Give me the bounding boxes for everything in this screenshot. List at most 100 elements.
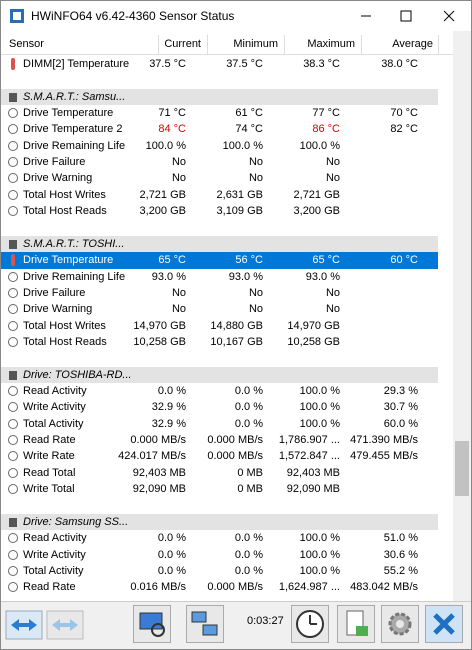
gauge-icon [8,402,18,413]
clock-button[interactable] [291,605,329,643]
sensor-value: 0 MB [237,466,263,479]
network-button[interactable] [186,605,224,643]
sensor-value: 100.0 % [299,139,340,152]
group-label: Drive: Samsung SS... [23,515,129,528]
gauge-icon [8,549,18,560]
sensor-label: Total Activity [23,417,84,430]
sensor-row: Total Host Reads 10,258 GB 10,167 GB 10,258… [1,334,438,350]
sensor-value: 0.0 % [157,548,186,561]
group-row: Drive: TOSHIBA-RD... [1,366,438,383]
timer: 0:03:27 [247,615,284,627]
settings-button[interactable] [381,605,419,643]
sensor-value: 92,090 MB [132,483,186,496]
title-bar: HWiNFO64 v6.42-4360 Sensor Status [1,1,471,31]
close-button[interactable] [425,605,463,643]
sensor-row: Drive Temperature 71 °C 61 °C 77 °C 70 °C [1,105,438,121]
sensor-value: 0.000 MB/s [207,434,263,447]
sensor-row: Drive Temperature 2 84 °C 74 °C 86 °C 82 °C [1,121,438,137]
sensor-value: 100.0 % [299,548,340,561]
sensor-value: 56 °C [235,254,263,267]
settings-icon [388,612,412,636]
sensor-label: Total Activity [23,564,84,577]
column-title: Sensor [9,38,44,50]
sensor-row: Drive Temperature 65 °C 56 °C 65 °C 60 °C [1,252,438,269]
group-label: S.M.A.R.T.: TOSHI... [23,237,125,250]
gauge-icon [8,484,18,495]
sensor-value: 92,090 MB [286,483,340,496]
gauge-icon [8,418,18,429]
sensor-row: Total Host Writes 14,970 GB 14,880 GB 14,97… [1,318,438,334]
sensor-value: 70 °C [390,107,418,120]
column-separator [284,35,285,54]
column-title: Current [164,38,201,50]
sensor-value: 2,721 GB [293,188,340,201]
sensor-value: 37.5 °C [226,58,263,70]
window-controls[interactable] [353,6,465,26]
clock-icon [296,610,324,638]
nav-buttons[interactable] [5,610,85,640]
sensor-value: No [325,286,340,299]
sensor-value: 2,721 GB [139,188,186,201]
sensor-row: Write Total 92,090 MB 0 MB 92,090 MB [1,481,438,497]
sensor-value: 84 °C [158,123,186,136]
gauge-icon [8,336,18,347]
gauge-icon [8,435,18,446]
sensor-value: 60 °C [390,254,418,267]
sensor-row: Drive Remaining Life 93.0 % 93.0 % 93.0 % [1,269,438,285]
sensor-label: Read Activity [23,532,87,545]
scroll-thumb[interactable] [455,441,469,496]
sensor-value: 0.000 MB/s [130,434,186,447]
monitor-button[interactable] [133,605,171,643]
sensor-value: 30.6 % [383,548,418,561]
gauge-icon [8,108,18,119]
sensor-value: 0.0 % [157,532,186,545]
sensor-row: Write Activity 32.9 % 0.0 % 100.0 % 30.7 % [1,399,438,415]
sensor-row: Total Activity 32.9 % 0.0 % 100.0 % 60.0 % [1,416,438,432]
sensor-value: 100.0 % [145,139,186,152]
sensor-value: 424.017 MB/s [118,450,186,463]
sensor-value: 100.0 % [299,564,340,577]
sensor-value: 93.0 % [305,270,340,283]
sensor-row: Drive Failure No No No [1,285,438,301]
group-icon [9,517,17,527]
app-icon [10,9,24,23]
column-title: Minimum [233,38,278,50]
gauge-icon [8,304,18,315]
sensor-label: Total Host Reads [23,205,107,218]
sensor-value: 479.455 MB/s [350,450,418,463]
sensor-row: Write Rate 424.017 MB/s 0.000 MB/s 1,572.84… [1,448,438,464]
report-icon [346,610,368,636]
scrollbar[interactable] [453,31,471,601]
sensor-value: 1,624.987 ... [278,581,340,594]
report-button[interactable] [337,605,375,643]
sensor-value: 71 °C [158,107,186,120]
sensor-label: Read Rate [23,581,76,594]
sensor-row: DIMM[2] Temperature 37.5 °C 37.5 °C 38.3 °C… [1,56,438,72]
sensor-value: 100.0 % [299,532,340,545]
sensor-value: No [171,172,186,185]
sensor-label: Drive Failure [23,156,86,169]
sensor-row: Read Total 92,403 MB 0 MB 92,403 MB [1,465,438,481]
sensor-value: 14,970 GB [133,319,186,332]
sensor-label: Write Activity [23,401,86,414]
sensor-value: 61 °C [235,107,263,120]
sensor-value: 471.390 MB/s [350,434,418,447]
sensor-value: 60.0 % [383,417,418,430]
sensor-value: No [248,172,263,185]
group-label: S.M.A.R.T.: Samsu... [23,90,126,103]
sensor-list: DIMM[2] Temperature 37.5 °C 37.5 °C 38.3 °C… [1,56,453,601]
column-header: Sensor Current Minimum Maximum Average [1,35,453,55]
sensor-label: Total Host Writes [23,319,106,332]
column-separator [361,35,362,54]
gauge-icon [8,271,18,282]
sensor-value: No [325,172,340,185]
sensor-row: Drive Failure No No No [1,154,438,170]
sensor-label: Drive Remaining Life [23,139,126,152]
column-separator [207,35,208,54]
sensor-value: 1,572.847 ... [278,450,340,463]
sensor-label: Drive Failure [23,286,86,299]
network-icon [191,611,218,636]
gauge-icon [8,451,18,462]
sensor-value: 93.0 % [151,270,186,283]
sensor-value: 0 MB [237,483,263,496]
